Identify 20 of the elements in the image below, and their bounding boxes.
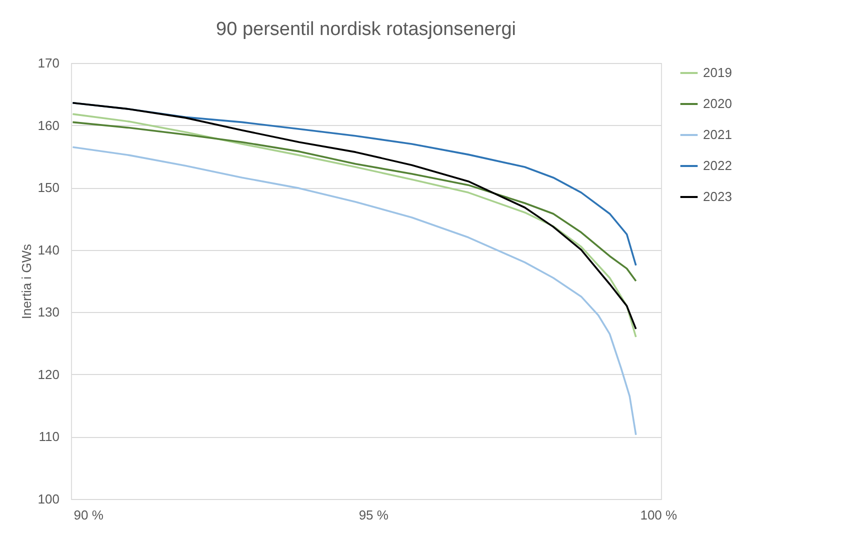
legend-label: 2020 bbox=[703, 96, 732, 111]
y-tick-label: 130 bbox=[38, 304, 60, 320]
y-tick-label: 140 bbox=[38, 242, 60, 258]
x-tick-label: 95 % bbox=[358, 508, 389, 522]
legend-label: 2022 bbox=[703, 158, 732, 173]
y-tick-label: 110 bbox=[38, 429, 60, 444]
x-tick-label: 100 % bbox=[640, 508, 678, 522]
chart-title: 90 persentil nordisk rotasjonsenergi bbox=[216, 19, 516, 40]
y-tick-label: 100 bbox=[38, 492, 60, 506]
y-tick-label: 160 bbox=[38, 118, 60, 133]
y-tick-label: 120 bbox=[38, 366, 60, 382]
y-tick-label: 170 bbox=[38, 56, 60, 70]
legend-label: 2021 bbox=[703, 127, 732, 142]
legend-label: 2019 bbox=[703, 65, 732, 80]
legend-label: 2023 bbox=[703, 189, 732, 204]
y-axis-title: Inertia i GWs bbox=[18, 243, 34, 320]
y-tick-label: 150 bbox=[38, 180, 60, 196]
line-series bbox=[72, 121, 637, 282]
x-tick-label: 90 % bbox=[74, 508, 104, 522]
line-series bbox=[72, 146, 637, 436]
